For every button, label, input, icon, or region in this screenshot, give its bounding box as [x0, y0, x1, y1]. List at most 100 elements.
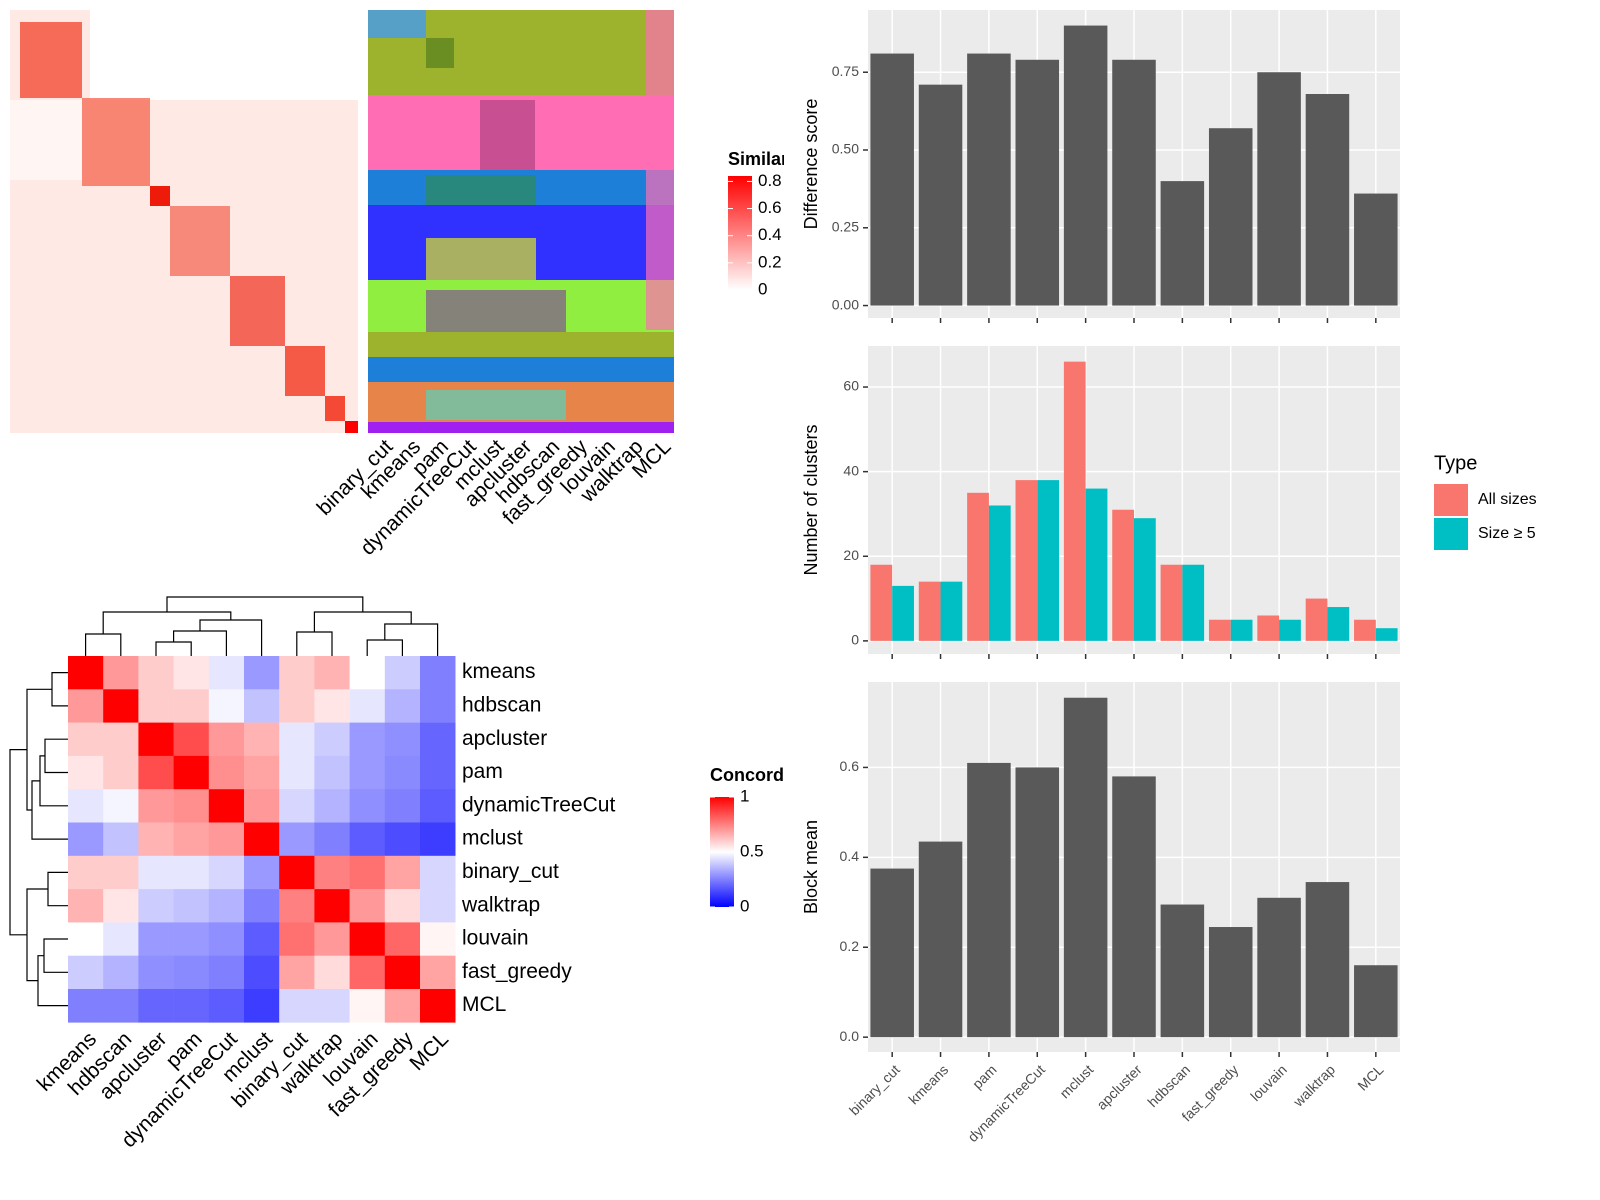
x-tick-label: louvain [1247, 1061, 1290, 1104]
heatmap-cell [279, 656, 315, 690]
colorbar-tick-label: 0.6 [758, 198, 782, 217]
heatmap-cell [349, 855, 386, 890]
heatmap-cell [279, 955, 315, 990]
heatmap-cell [384, 989, 421, 1023]
heatmap-cell [314, 922, 350, 956]
heatmap-cell [349, 922, 386, 956]
colorbar-tick-label: 1 [740, 786, 749, 805]
heatmap-cell [138, 989, 174, 1023]
y-tick-label: 0.00 [832, 296, 859, 312]
heatmap-cell [68, 656, 104, 690]
heatmap-cell [103, 689, 139, 723]
bar [1208, 619, 1231, 641]
heatmap-cell [384, 656, 421, 690]
heatmap-cell [349, 789, 386, 823]
colorbar-tick-label: 0.4 [758, 225, 782, 244]
heatmap-cell [314, 656, 350, 690]
bar [1257, 72, 1301, 306]
x-tick-label: walktrap [1289, 1061, 1338, 1110]
heatmap-cell [279, 922, 315, 956]
heatmap-cell [244, 822, 280, 857]
bar [1063, 697, 1108, 1038]
row-label: hdbscan [462, 693, 541, 716]
heatmap-cell [420, 855, 456, 890]
heatmap-cell [173, 789, 210, 823]
heatmap-cell [208, 689, 245, 723]
heatmap-cell [68, 989, 104, 1023]
heatmap-cell [68, 755, 104, 790]
row-label: pam [462, 760, 503, 783]
heatmap-cell [244, 689, 280, 723]
bar [1063, 361, 1086, 641]
heatmap-cell [420, 955, 456, 990]
heatmap-cell [138, 922, 174, 956]
y-tick-label: 0.6 [840, 758, 860, 774]
heatmap-cell [384, 789, 421, 823]
heatmap-cell [208, 789, 245, 823]
heatmap-cell [279, 722, 315, 757]
heatmap-cell [279, 789, 315, 823]
bar [1305, 94, 1350, 306]
heatmap-cell [173, 722, 210, 757]
legend-title: Type [1434, 452, 1477, 474]
heatmap-cell [244, 722, 280, 757]
heatmap-cell [103, 855, 139, 890]
bar [967, 53, 1011, 306]
heatmap-cell [420, 789, 456, 823]
heatmap-cell [384, 855, 421, 890]
heatmap-cell [208, 755, 245, 790]
heatmap-cell [349, 755, 386, 790]
x-tick-label: mclust [1056, 1061, 1096, 1101]
bar [870, 868, 914, 1038]
heatmap-cell [173, 822, 210, 857]
heatmap-cell [173, 656, 210, 690]
heatmap-cell [349, 889, 386, 923]
x-tick-label: pam [969, 1061, 1000, 1092]
heatmap-cell [420, 922, 456, 956]
heatmap-cell [208, 922, 245, 956]
column-label: MCL [405, 1027, 453, 1075]
heatmap-cell [138, 822, 174, 857]
heatmap-cell [349, 822, 386, 857]
similarity-matrix [10, 10, 358, 433]
bar [1354, 193, 1398, 306]
y-tick-label: 0.4 [840, 848, 860, 864]
y-tick-label: 60 [843, 378, 859, 394]
heatmap-cell [314, 889, 350, 923]
row-label: kmeans [462, 660, 536, 683]
heatmap-cell [279, 855, 315, 890]
colorbar-tick-label: 0 [758, 279, 767, 298]
legend-title: Concordance [710, 765, 825, 785]
bar [967, 762, 1011, 1038]
heatmap-cell [103, 722, 139, 757]
heatmap-cell [384, 889, 421, 923]
heatmap-cell [314, 855, 350, 890]
heatmap-cell [384, 755, 421, 790]
heatmap-cell [138, 656, 174, 690]
y-axis-title: Difference score [801, 99, 821, 230]
heatmap-cell [420, 989, 456, 1023]
legend-title: Similarity [728, 149, 809, 169]
bar [870, 53, 914, 306]
bar [1354, 619, 1376, 641]
colorbar-tick-label: 0.2 [758, 252, 782, 271]
bar [1112, 776, 1156, 1038]
heatmap-cell [384, 722, 421, 757]
x-tick-label: MCL [1354, 1061, 1386, 1093]
heatmap-cell [420, 656, 456, 690]
heatmap-cell [68, 889, 104, 923]
heatmap-cell [103, 955, 139, 990]
heatmap-cell [244, 855, 280, 890]
heatmap-cell [173, 989, 210, 1023]
bar [1063, 25, 1108, 306]
heatmap-cell [68, 855, 104, 890]
heatmap-cell [103, 822, 139, 857]
heatmap-cell [208, 889, 245, 923]
dendrogram [9, 596, 439, 1007]
heatmap-cell [349, 989, 386, 1023]
heatmap-cell [384, 955, 421, 990]
y-axis-title: Block mean [801, 820, 821, 914]
bar [1305, 598, 1328, 641]
bar [940, 581, 963, 641]
heatmap-cell [244, 755, 280, 790]
